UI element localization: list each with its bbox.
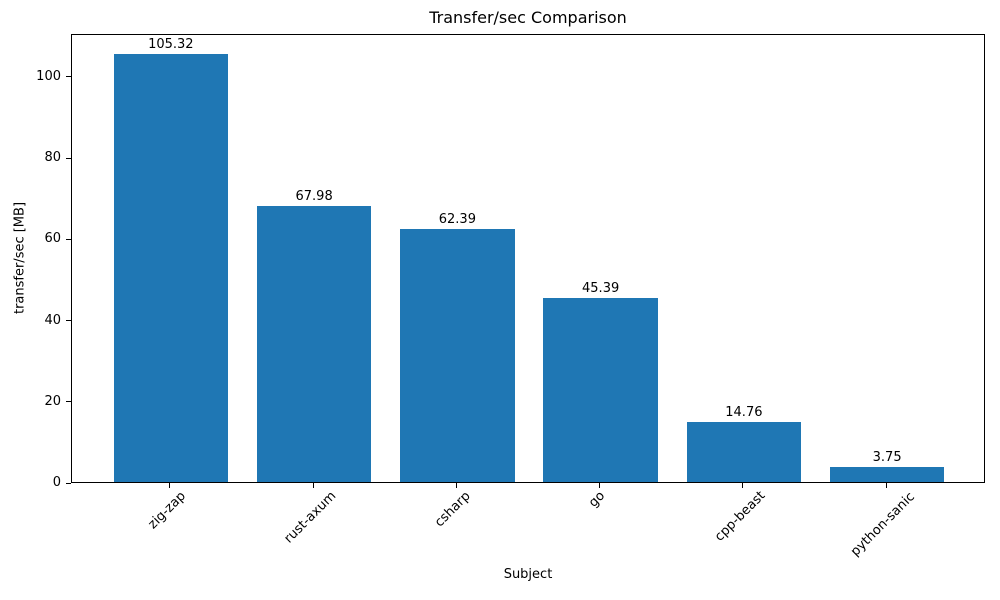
bar-value-label: 14.76 [725,405,763,421]
bar-value-label: 62.39 [438,211,476,227]
y-tick [66,320,71,322]
bar-value-label: 45.39 [582,280,620,296]
y-tick [66,401,71,403]
bar [400,228,515,482]
chart-title: Transfer/sec Comparison [429,8,627,27]
x-tick-label: rust-axum [281,489,339,547]
y-tick [66,238,71,240]
bar [686,422,802,482]
x-tick [885,483,887,488]
x-tick [312,483,314,488]
y-axis-label: transfer/sec [MB] [12,201,28,315]
bar [113,54,229,482]
y-tick-label: 80 [44,150,61,166]
y-tick-label: 100 [36,68,61,84]
x-tick [599,483,601,488]
x-tick-label: go [585,488,608,511]
bar [256,206,372,482]
bar-value-label: 3.75 [872,449,902,465]
y-tick [66,76,71,78]
y-tick [66,157,71,159]
bar-value-label: 105.32 [148,37,194,53]
bar-value-label: 67.98 [295,188,333,204]
y-tick [66,482,71,484]
x-tick-label: csharp [432,489,474,531]
y-tick-label: 0 [52,475,61,490]
y-tick-label: 20 [44,393,61,409]
x-tick [169,483,171,488]
y-tick-label: 40 [44,312,61,328]
x-tick [742,483,744,488]
plot-area: 105.32 67.98 62.39 45.39 14.76 3.75 [71,34,985,483]
y-tick-label: 60 [44,231,61,247]
x-tick-label: zig-zap [145,488,189,533]
x-tick-label: cpp-beast [712,488,769,546]
bar [543,297,658,482]
x-tick-label: python-sanic [848,489,919,559]
x-tick [455,483,457,488]
x-axis-label: Subject [503,567,553,582]
bar [829,466,945,482]
